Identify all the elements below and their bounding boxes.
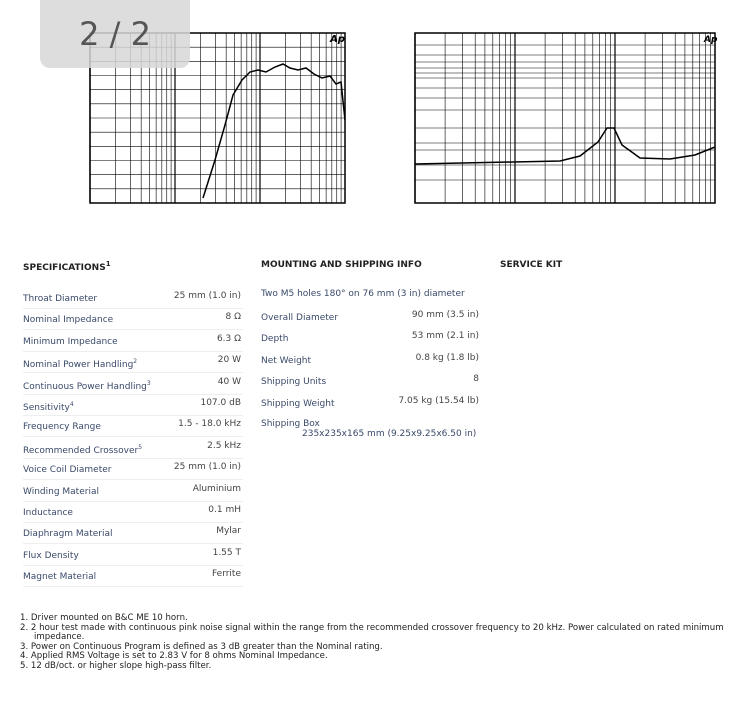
label: Winding Material [23,486,99,497]
spec-value: 25 mm (1.0 in) [173,462,241,473]
footnote: 5. 12 dB/oct. or higher slope high-pass … [20,660,212,671]
spec-value: Mylar [216,526,241,537]
spec-row: Frequency Range 1.5 - 18.0 kHz [23,415,243,438]
mount-value: 53 mm (2.1 in) [411,331,479,342]
label: Recommended Crossover [23,445,139,456]
mount-value: 90 mm (3.5 in) [411,310,479,320]
spec-label: Flux Density [23,551,79,561]
mount-value: 0.8 kg (1.8 lb) [415,352,479,363]
label: Sensitivity [23,403,70,413]
section-title: SPECIFICATIONS1 [23,260,111,273]
spec-value: 20 W [217,355,241,366]
spec-label: Voice Coil Diameter [23,465,111,475]
spec-label: Sensitivity4 [23,401,74,413]
spec-label: Nominal Power Handling2 [23,358,137,370]
spec-label: Diaphragm Material [23,529,112,539]
mount-value: 7.05 kg (15.54 lb) [398,395,479,406]
label: Voice Coil Diameter [23,465,112,476]
graphs: Ap Ap [89,32,718,204]
graph-logo: Ap [703,35,718,45]
footnote-ref: 2 [133,358,138,366]
spec-value: 25 mm (1.0 in) [173,291,241,301]
spec-value: 6.3 Ω [216,333,241,344]
label: Frequency Range [23,422,101,433]
label: Flux Density [23,550,79,561]
footnote-ref: 4 [69,401,74,408]
frequency-graph [89,32,346,204]
spec-row: Voice Coil Diameter 25 mm (1.0 in) [23,458,243,481]
mount-intro: Two M5 holes 180° on 76 mm (3 in) diamet… [261,289,465,299]
footnote: 2. 2 hour test made with continuous pink… [20,622,724,643]
spec-value: 2.5 kHz [207,440,241,451]
spec-value: Aluminium [192,483,241,494]
spec-row: Diaphragm Material Mylar [23,522,243,545]
label: Throat Diameter [23,294,98,304]
graph-logo: Ap [329,34,345,45]
section-title: SERVICE KIT [500,260,563,270]
mount-value: 235x235x165 mm (9.25x9.25x6.50 in) [302,429,477,439]
mount-label: Shipping Units [261,377,327,388]
spec-label: Inductance [23,508,73,518]
spec-label: Throat Diameter [23,294,97,304]
label: Inductance [23,508,73,518]
mount-label: Shipping Weight [261,398,335,409]
spec-value: 1.55 T [212,547,241,558]
spec-row: Throat Diameter 25 mm (1.0 in) [23,287,243,309]
mount-row: Net Weight 0.8 kg (1.8 lb) [261,349,481,370]
spec-row: Nominal Impedance 8 Ω [23,308,243,331]
mount-row: Depth 53 mm (2.1 in) [261,327,481,348]
footnote-ref: 1 [105,260,111,268]
mount-label: Shipping Box [261,419,320,429]
footnote: 4. Applied RMS Voltage is set to 2.83 V … [20,651,328,662]
spec-value: 1.5 - 18.0 kHz [178,419,241,430]
spec-value: 0.1 mH [208,505,241,515]
spec-row: Inductance 0.1 mH [23,501,243,523]
spec-row: Nominal Power Handling2 20 W [23,351,243,374]
label: Magnet Material [23,572,97,583]
spec-label: Frequency Range [23,422,101,432]
spec-label: Minimum Impedance [23,337,118,347]
spec-label: Winding Material [23,487,99,497]
spec-row: Flux Density 1.55 T [23,544,243,566]
mount-row: Shipping Units 8 [261,370,481,391]
label: Nominal Impedance [23,315,114,326]
spec-label: Magnet Material [23,572,96,582]
image-counter: 2 / 2 [40,0,190,68]
label: Minimum Impedance [23,336,118,347]
spec-value: 40 W [217,376,241,387]
spec-row: Continuous Power Handling3 40 W [23,373,243,395]
spec-row: Recommended Crossover5 2.5 kHz [23,437,243,459]
label: Continuous Power Handling [23,381,147,392]
spec-value: 107.0 dB [200,398,241,408]
impedance-graph [414,32,716,204]
footnote: 1. Driver mounted on B&C ME 10 horn. [20,613,188,623]
footnote-ref: 3 [146,379,151,387]
spec-label: Nominal Impedance [23,315,113,325]
mount-label: Net Weight [261,355,312,366]
spec-row: Winding Material Aluminium [23,480,243,502]
label: Nominal Power Handling [23,360,134,371]
mount-label: Depth [261,334,289,345]
spec-row: Minimum Impedance 6.3 Ω [23,330,243,352]
mount-row: Overall Diameter 90 mm (3.5 in) [261,306,481,327]
spec-row: Magnet Material Ferrite [23,565,243,588]
label: Diaphragm Material [23,529,113,540]
footnotes: 1. Driver mounted on B&C ME 10 horn. 2. 2… [20,613,725,672]
footnote: 3. Power on Continuous Program is define… [20,641,383,652]
footnote-ref: 5 [138,443,143,451]
spec-value: 8 Ω [225,312,241,323]
section-title: MOUNTING AND SHIPPING INFO [261,260,422,270]
title: SPECIFICATIONS [23,263,106,273]
mount-row: Shipping Weight 7.05 kg (15.54 lb) [261,392,481,413]
spec-label: Recommended Crossover5 [23,444,142,456]
spec-row: Sensitivity4 107.0 dB [23,394,243,416]
spec-value: Ferrite [211,569,241,580]
mount-label: Overall Diameter [261,313,339,323]
mount-value: 8 [473,374,479,385]
spec-label: Continuous Power Handling3 [23,380,151,392]
